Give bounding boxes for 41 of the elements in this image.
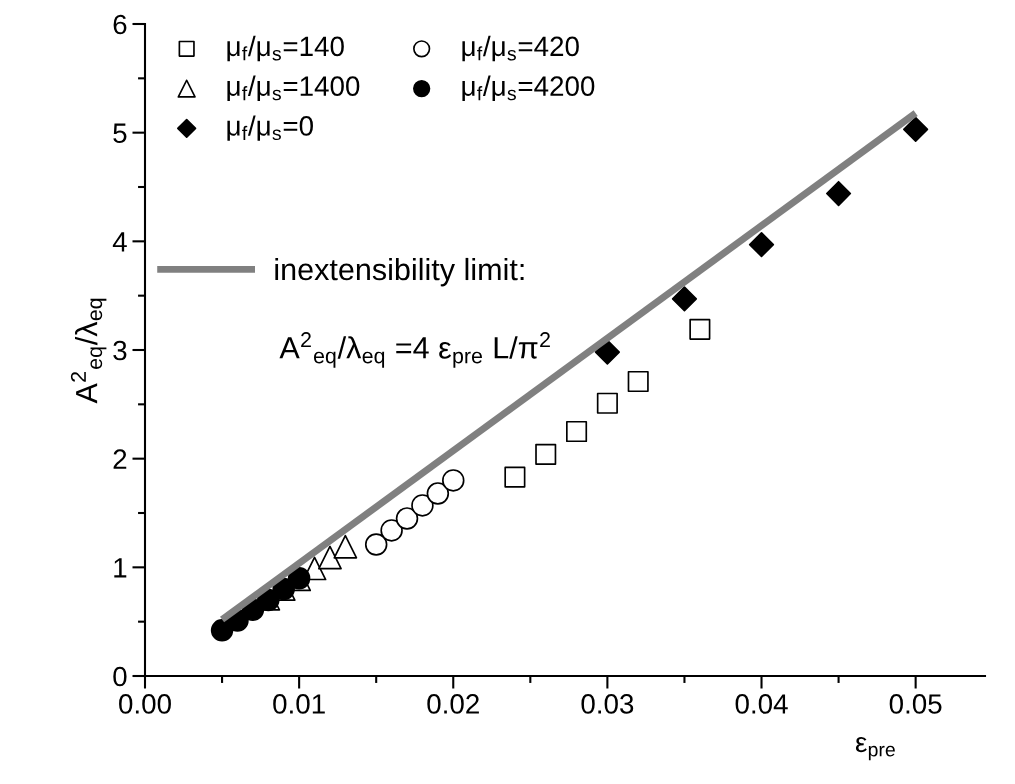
point	[627, 370, 649, 393]
point	[748, 231, 775, 258]
point	[411, 494, 434, 517]
point	[535, 443, 557, 465]
y-tick-label: 3	[113, 340, 127, 361]
y-tick-label: 0	[113, 666, 127, 687]
point	[566, 420, 588, 443]
point	[504, 466, 526, 488]
point	[442, 469, 465, 492]
x-axis-title: ε$_{pre}$	[855, 736, 895, 761]
x-tick-label: 0.03	[581, 694, 634, 714]
y-tick-label: 1	[114, 558, 127, 578]
point	[825, 180, 852, 207]
legend-label: μ$_{f}$/μ$_{s}$=1400	[227, 75, 360, 102]
point	[333, 534, 358, 559]
point	[594, 339, 621, 365]
point	[903, 116, 929, 143]
point	[364, 533, 388, 556]
x-tick-label: 0.02	[427, 694, 479, 714]
point	[395, 507, 419, 530]
point	[689, 318, 711, 340]
x-tick-label: 0.00	[119, 694, 171, 714]
x-tick-label: 0.01	[273, 694, 325, 714]
legend-label: μ$_{f}$/μ$_{s}$=4200	[462, 75, 595, 102]
point	[380, 519, 403, 542]
y-tick-label: 4	[112, 232, 127, 252]
point	[596, 392, 618, 414]
point	[318, 545, 342, 570]
x-tick-label: 0.04	[735, 694, 788, 714]
x-tick-label: 0.05	[889, 694, 942, 714]
legend-label: inextensibility limit:	[275, 257, 524, 287]
point	[426, 482, 450, 505]
legend-label: μ$_{f}$/μ$_{s}$=0	[227, 115, 313, 141]
y-tick-label: 6	[113, 14, 127, 35]
y-tick-label: 2	[113, 449, 127, 469]
y-tick-label: 5	[113, 123, 127, 144]
text: A$^{2}$$_{eq}$/λ$_{eq}$ =4 ε$_{pre}$ L/π$^{2}$	[279, 332, 550, 368]
legend-label: μ$_{f}$/μ$_{s}$=420	[462, 35, 579, 62]
y-axis-title: A$^{2}$$_{eq}$/λ$_{eq}$	[70, 298, 107, 404]
legend-label: μ$_{f}$/μ$_{s}$=140	[227, 35, 344, 62]
point	[671, 286, 698, 312]
